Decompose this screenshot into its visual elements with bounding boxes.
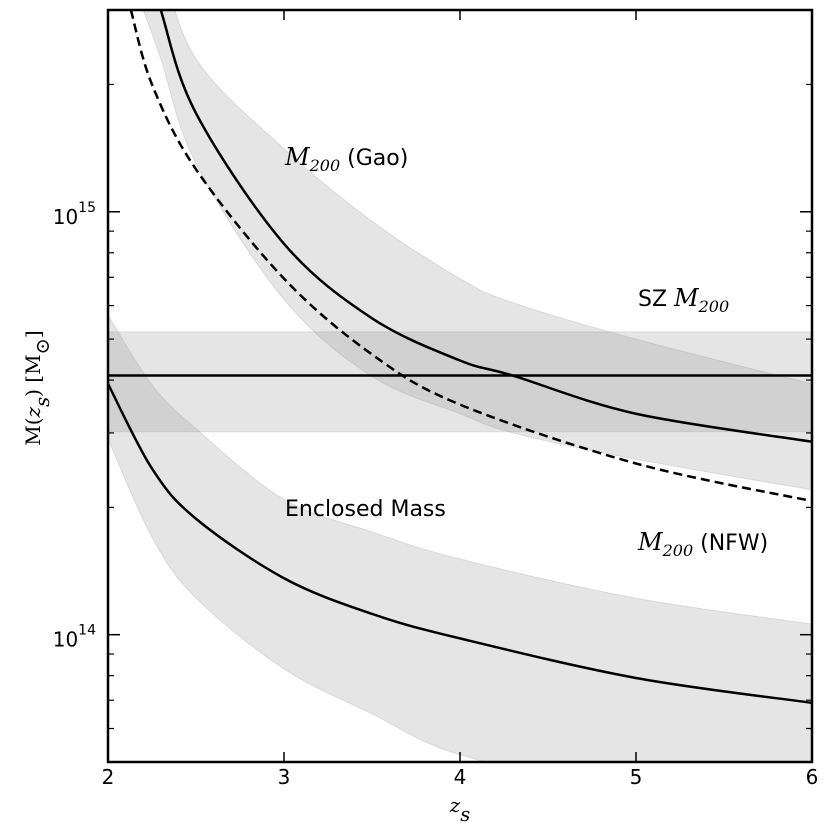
x-tick-label: 4 bbox=[454, 765, 467, 789]
uncertainty-band bbox=[108, 314, 812, 762]
label-subscript: ⊙ bbox=[31, 338, 54, 354]
y-axis-label: M(zs) [M⊙] bbox=[21, 330, 54, 445]
annotation-text: (NFW) bbox=[693, 531, 768, 556]
plot-area bbox=[108, 10, 812, 762]
label-part: z bbox=[21, 406, 45, 418]
label-subscript: s bbox=[460, 803, 470, 826]
label-part: ] bbox=[21, 330, 45, 338]
uncertainty-band bbox=[108, 331, 812, 433]
annotation-text: SZ bbox=[638, 287, 674, 312]
series-line bbox=[159, 10, 812, 443]
x-tick-label: 6 bbox=[806, 765, 819, 789]
annotation-subscript: 200 bbox=[662, 541, 694, 560]
annotation-subscript: 200 bbox=[309, 156, 341, 175]
x-axis-label: zs bbox=[449, 793, 471, 826]
y-tick-label: 1014 bbox=[53, 623, 96, 652]
tick-base: 10 bbox=[53, 628, 78, 652]
tick-base: 10 bbox=[53, 205, 78, 229]
annotation-variable: M bbox=[284, 143, 311, 171]
series-line bbox=[129, 10, 812, 503]
annotation: M200 (NFW) bbox=[637, 528, 768, 560]
label-part: z bbox=[449, 793, 461, 817]
uncertainty-band bbox=[142, 10, 812, 491]
series-line bbox=[108, 383, 812, 705]
x-tick-label: 3 bbox=[278, 765, 291, 789]
annotation-variable: M bbox=[637, 528, 664, 556]
y-tick-label: 1015 bbox=[53, 200, 96, 229]
annotation-text: Enclosed Mass bbox=[285, 497, 446, 522]
annotation-variable: M bbox=[673, 284, 700, 312]
x-tick-label: 2 bbox=[102, 765, 115, 789]
tick-exponent: 14 bbox=[78, 623, 96, 639]
annotation: Enclosed Mass bbox=[285, 497, 446, 522]
label-subscript: s bbox=[31, 397, 54, 407]
x-tick-label: 5 bbox=[630, 765, 643, 789]
annotation: SZ M200 bbox=[638, 284, 729, 316]
annotation-subscript: 200 bbox=[698, 297, 730, 316]
tick-exponent: 15 bbox=[78, 200, 96, 216]
annotation-text: (Gao) bbox=[340, 146, 408, 171]
label-part: M( bbox=[21, 417, 45, 445]
label-part: ) [M bbox=[21, 354, 45, 396]
annotation: M200 (Gao) bbox=[284, 143, 408, 175]
